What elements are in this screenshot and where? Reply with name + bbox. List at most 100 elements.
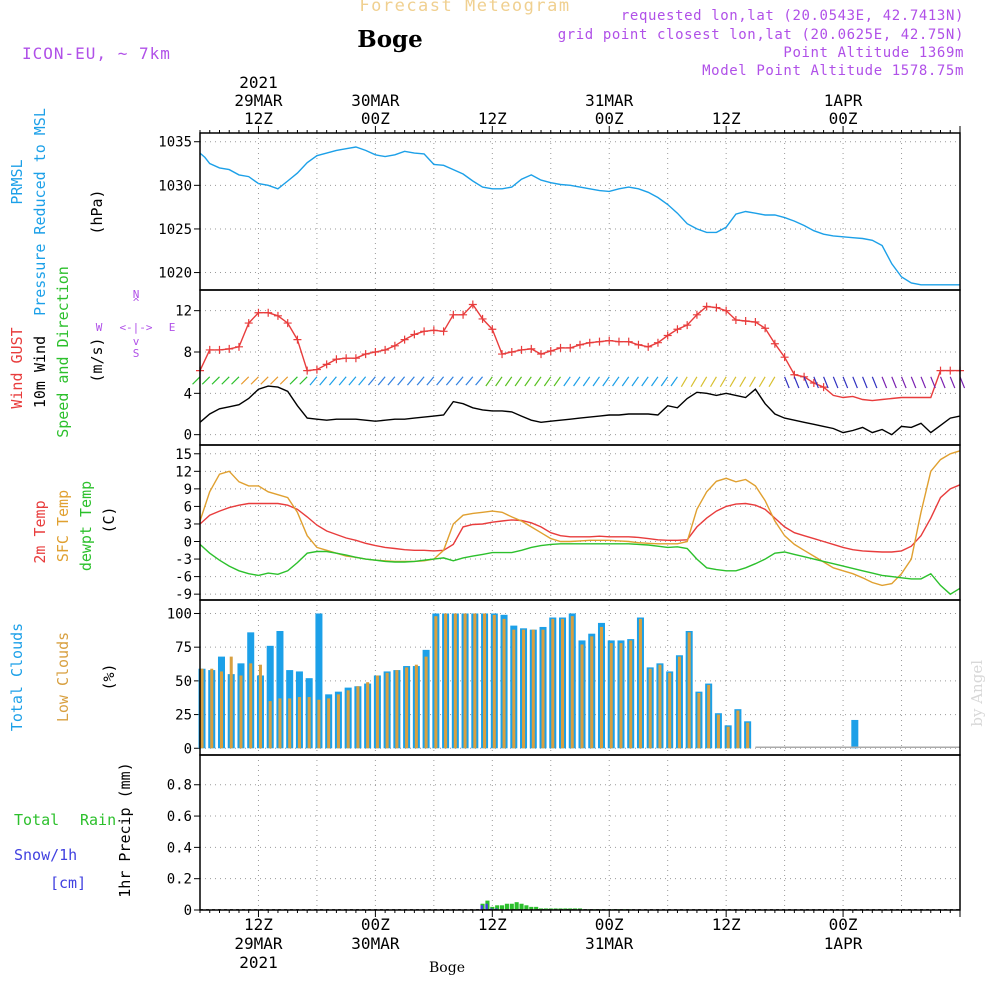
gust-marker <box>332 355 341 364</box>
cloud-bar-low <box>288 698 292 749</box>
compass-n: N <box>133 288 140 301</box>
cloud-bar-total <box>276 631 284 749</box>
gust-marker <box>692 310 701 319</box>
wind-direction-arrow <box>871 376 878 389</box>
grid-point-coordinates: grid point closest lon,lat (20.0625E, 42… <box>557 27 964 43</box>
wind-direction-arrow <box>573 376 581 387</box>
wind-direction-arrow <box>299 376 308 385</box>
y-tick-label: 75 <box>175 640 192 656</box>
wind-direction-arrow <box>416 376 425 386</box>
cloud-bar-low <box>258 664 262 749</box>
time-label-top: 12Z <box>478 109 507 128</box>
wind-direction-arrow <box>485 376 493 387</box>
gust-marker <box>712 303 721 312</box>
cloud-bar-low <box>570 616 574 749</box>
ylabel-prmsl: PRMSL <box>8 159 26 204</box>
gust-marker <box>507 348 516 356</box>
cloud-bar-low <box>512 629 516 749</box>
time-label-top: 30MAR <box>351 91 400 110</box>
cloud-bar-low <box>375 675 379 749</box>
cloud-bar-low <box>385 672 389 749</box>
gust-marker <box>770 339 779 348</box>
wind-direction-arrow <box>670 376 678 387</box>
gust-marker <box>361 350 370 359</box>
gust-marker <box>215 345 224 354</box>
wind-direction-arrow <box>504 376 513 387</box>
gust-marker <box>225 344 234 353</box>
time-label-bottom: 12Z <box>244 915 273 934</box>
gust-marker <box>644 342 653 351</box>
ylabel-ms: (m/s) <box>88 337 106 382</box>
wind-direction-arrow <box>690 376 698 388</box>
gust-marker <box>342 354 351 363</box>
gust-marker <box>468 300 477 309</box>
wind-direction-arrow <box>563 376 571 387</box>
wind-direction-arrow <box>651 376 659 387</box>
precip-bar-rain <box>524 905 529 910</box>
cloud-bar-low <box>599 626 603 749</box>
gust-marker <box>390 341 399 350</box>
ylabel-wind-gust: Wind GUST <box>8 327 26 408</box>
gust-marker <box>429 326 438 335</box>
legend-rain: Rain <box>80 811 116 829</box>
gust-marker <box>936 366 945 375</box>
wind-direction-arrow <box>455 376 464 386</box>
ylabel-hpa: (hPa) <box>88 189 106 234</box>
panel-clouds: 0 25 50 75 100 <box>167 599 961 757</box>
wind-direction-arrow <box>641 376 649 387</box>
cloud-bar-low <box>453 613 457 749</box>
wind-direction-arrow <box>710 376 717 388</box>
gust-marker <box>780 353 789 362</box>
wind-direction-arrow <box>475 376 484 386</box>
wind-direction-arrow <box>739 376 747 388</box>
cloud-bar-low <box>716 714 720 749</box>
gust-marker <box>459 310 468 319</box>
location-name: Boge <box>357 26 423 53</box>
wind-direction-arrow <box>495 376 503 387</box>
series-line-10m-wind <box>199 385 961 436</box>
cloud-bar-low <box>219 671 223 749</box>
gust-marker <box>546 346 555 355</box>
gust-marker <box>312 365 321 374</box>
wind-direction-arrow <box>910 376 917 389</box>
legend-total: Total <box>14 811 59 829</box>
y-tick-label: -6 <box>175 570 192 586</box>
wind-direction-arrow <box>397 376 406 386</box>
gust-marker <box>449 310 458 319</box>
compass-arrow-s: v <box>133 335 140 348</box>
wind-direction-arrow <box>192 376 201 385</box>
gust-marker <box>741 317 750 325</box>
cloud-bar-low <box>707 684 711 749</box>
cloud-bar-low <box>229 656 233 749</box>
cloud-bar-low <box>239 675 243 749</box>
cloud-bar-low <box>502 618 506 749</box>
precip-bar-rain <box>514 902 519 910</box>
wind-direction-arrow <box>211 376 220 385</box>
gust-marker <box>303 366 312 375</box>
gust-marker <box>683 321 692 330</box>
cloud-bar-low <box>327 698 331 749</box>
cloud-bar-low <box>356 686 360 749</box>
wind-direction-arrow <box>949 376 956 389</box>
gust-marker <box>673 325 682 334</box>
wind-direction-arrow <box>240 376 250 385</box>
y-tick-label: 0 <box>184 428 192 444</box>
wind-direction-arrow <box>543 376 552 387</box>
cloud-bar-low <box>414 664 418 749</box>
time-label-top: 12Z <box>244 109 273 128</box>
wind-direction-arrow <box>270 376 279 385</box>
time-label-bottom: 12Z <box>712 915 741 934</box>
y-tick-label: 100 <box>167 606 192 622</box>
wind-direction-arrow <box>250 376 259 385</box>
wind-direction-arrow <box>612 376 620 387</box>
panel-frame <box>199 132 961 291</box>
cloud-bar-low <box>522 629 526 749</box>
wind-direction-arrow <box>367 376 376 386</box>
precip-bar-rain <box>500 905 505 910</box>
cloud-bar-total <box>851 719 859 749</box>
wind-direction-arrow <box>514 376 523 387</box>
ylabel-total-clouds: Total Clouds <box>8 623 26 731</box>
ylabel-speed-direction: Speed and Direction <box>54 266 72 438</box>
gust-marker <box>517 345 526 354</box>
